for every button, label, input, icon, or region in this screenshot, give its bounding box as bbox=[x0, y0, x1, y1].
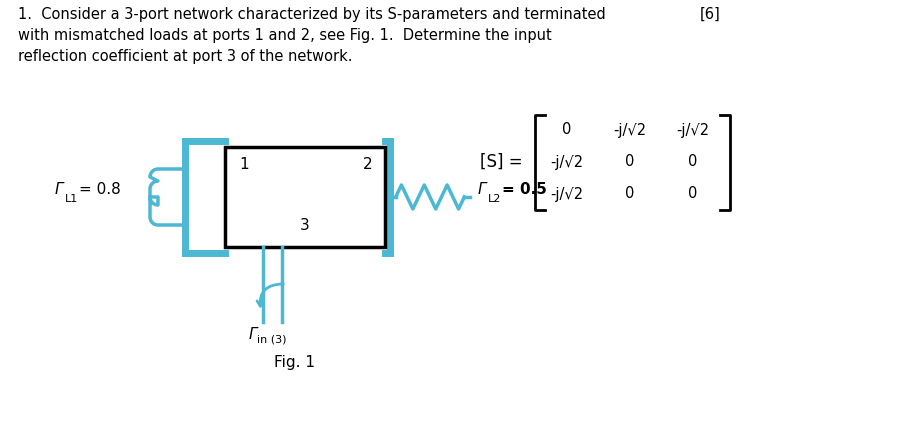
Text: 1.  Consider a 3-port network characterized by its S-parameters and terminated: 1. Consider a 3-port network characteriz… bbox=[18, 7, 606, 22]
Text: L2: L2 bbox=[488, 194, 502, 204]
Text: L1: L1 bbox=[65, 194, 78, 204]
Text: 0: 0 bbox=[688, 187, 697, 202]
Text: 1: 1 bbox=[239, 157, 249, 172]
Text: with mismatched loads at ports 1 and 2, see Fig. 1.  Determine the input: with mismatched loads at ports 1 and 2, … bbox=[18, 28, 551, 43]
Text: Γ: Γ bbox=[249, 327, 258, 342]
Text: reflection coefficient at port 3 of the network.: reflection coefficient at port 3 of the … bbox=[18, 49, 353, 64]
Bar bbox=[225, 147, 385, 247]
Text: 3: 3 bbox=[300, 218, 310, 233]
Text: Fig. 1: Fig. 1 bbox=[275, 354, 316, 370]
Text: [S] =: [S] = bbox=[480, 153, 522, 171]
Text: [6]: [6] bbox=[700, 7, 721, 22]
Text: -j/√2: -j/√2 bbox=[677, 122, 709, 137]
Text: 0: 0 bbox=[688, 155, 697, 169]
Text: 0: 0 bbox=[562, 122, 571, 137]
Text: Γ: Γ bbox=[55, 182, 63, 197]
Text: 0: 0 bbox=[625, 187, 635, 202]
Text: -j/√2: -j/√2 bbox=[613, 122, 647, 137]
Text: 2: 2 bbox=[363, 157, 373, 172]
Text: = 0.5: = 0.5 bbox=[502, 182, 547, 197]
Text: -j/√2: -j/√2 bbox=[551, 187, 583, 202]
Text: = 0.8: = 0.8 bbox=[79, 182, 121, 197]
Text: Γ: Γ bbox=[478, 182, 486, 197]
Text: 0: 0 bbox=[625, 155, 635, 169]
Text: in (3): in (3) bbox=[257, 335, 287, 345]
Text: -j/√2: -j/√2 bbox=[551, 155, 583, 169]
